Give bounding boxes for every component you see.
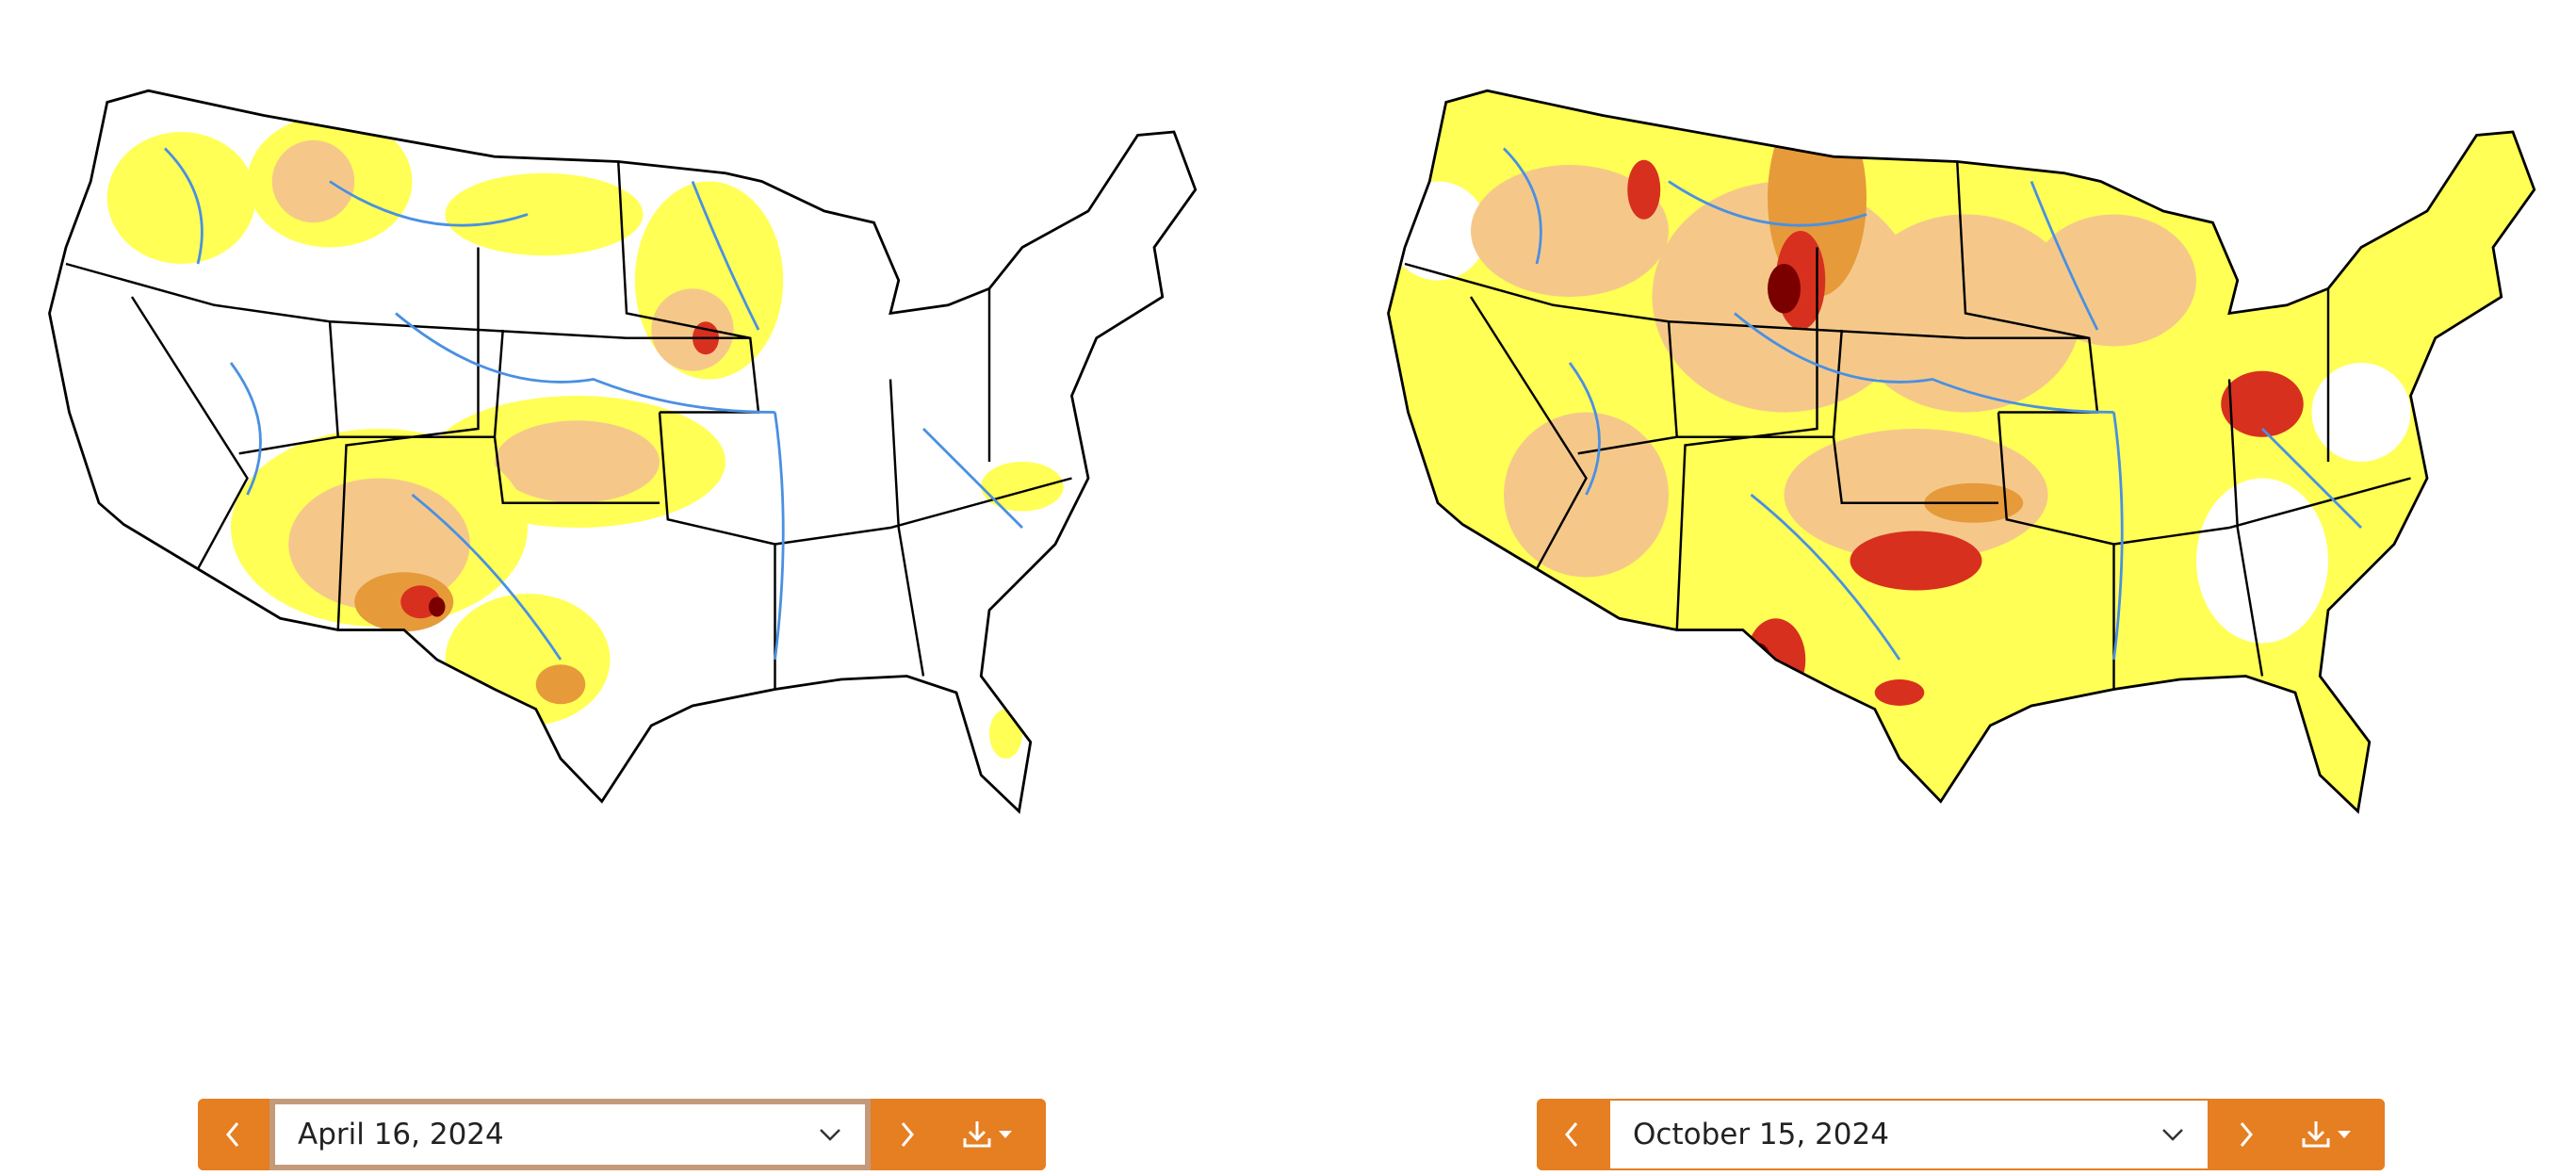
date-select[interactable]: April 16, 2024: [269, 1099, 871, 1170]
chevron-left: [226, 1122, 239, 1147]
download-button[interactable]: [2281, 1099, 2385, 1170]
download-icon: [2302, 1121, 2351, 1148]
date-text: October 15, 2024: [1633, 1118, 1889, 1152]
next-button[interactable]: [871, 1099, 942, 1170]
date-text: April 16, 2024: [298, 1118, 504, 1152]
date-controls: April 16, 2024: [198, 1099, 1046, 1170]
chevron-right: [901, 1122, 914, 1147]
previous-button[interactable]: [1537, 1099, 1608, 1170]
drought-map-october: [1387, 89, 2536, 813]
previous-button[interactable]: [198, 1099, 269, 1170]
chevron-down: [820, 1129, 840, 1141]
maps: [48, 89, 2536, 813]
date-select[interactable]: October 15, 2024: [1608, 1099, 2209, 1170]
next-button[interactable]: [2209, 1099, 2281, 1170]
download-icon: [963, 1121, 1012, 1148]
chevron-down: [2162, 1129, 2183, 1141]
drought-map-april: [48, 89, 1198, 813]
download-button[interactable]: [942, 1099, 1046, 1170]
date-controls: October 15, 2024: [1537, 1099, 2385, 1170]
chevron-right: [2240, 1122, 2253, 1147]
chevron-left: [1565, 1122, 1578, 1147]
